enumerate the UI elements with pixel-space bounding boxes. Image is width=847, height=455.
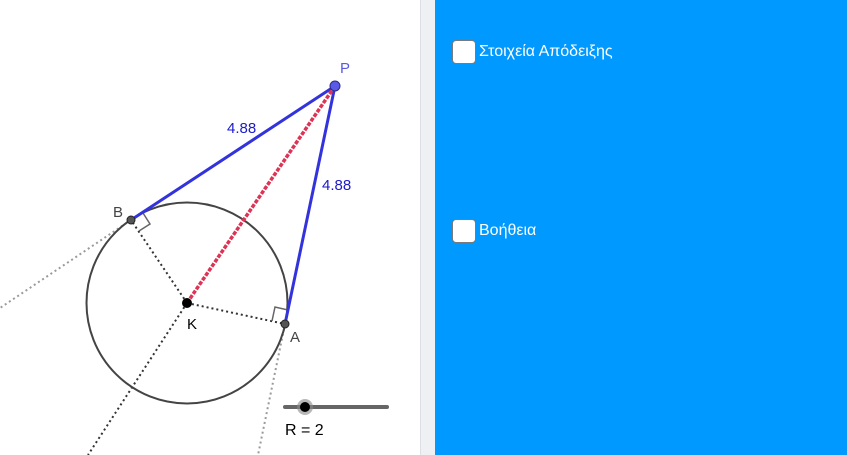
point-a[interactable] xyxy=(280,319,290,329)
length-label-pb: 4.88 xyxy=(227,120,256,137)
graphics-view[interactable]: P B A K 4.88 4.88 R = 2 xyxy=(0,0,420,455)
checkbox-proof-elements[interactable]: Στοιχεία Απόδειξης xyxy=(452,40,613,64)
right-angle-marker-a xyxy=(271,306,289,322)
checkbox-proof-elements-label: Στοιχεία Απόδειξης xyxy=(479,43,613,60)
radius-ka xyxy=(186,302,286,325)
checkbox-proof-elements-box[interactable] xyxy=(452,40,476,64)
slider-r-label: R = 2 xyxy=(285,422,324,439)
view-divider[interactable] xyxy=(420,0,435,455)
checkbox-help[interactable]: Βοήθεια xyxy=(452,219,536,243)
point-p[interactable] xyxy=(329,80,341,92)
label-point-p: P xyxy=(340,60,350,77)
checkbox-help-box[interactable] xyxy=(452,219,476,243)
length-label-pa: 4.88 xyxy=(322,177,351,194)
point-k[interactable] xyxy=(182,298,192,308)
checkbox-help-label: Βοήθεια xyxy=(479,222,537,239)
radius-kb xyxy=(130,219,188,304)
side-panel: Στοιχεία Απόδειξης Βοήθεια xyxy=(435,0,847,455)
label-point-b: B xyxy=(113,204,123,221)
point-b[interactable] xyxy=(126,215,136,225)
right-angle-marker-b xyxy=(138,212,152,232)
ray-ka-extension xyxy=(257,323,286,455)
tangent-segment-pb[interactable] xyxy=(130,84,336,222)
geometry-canvas: P B A K 4.88 4.88 R = 2 xyxy=(0,60,389,455)
circle-c[interactable] xyxy=(85,201,289,405)
ray-kp-extension xyxy=(87,302,188,455)
tangent-segment-pa[interactable] xyxy=(283,85,337,325)
label-point-a: A xyxy=(290,329,300,346)
label-point-k: K xyxy=(187,316,197,333)
ray-kb-extension xyxy=(0,219,132,309)
slider-r-point[interactable] xyxy=(300,402,310,412)
